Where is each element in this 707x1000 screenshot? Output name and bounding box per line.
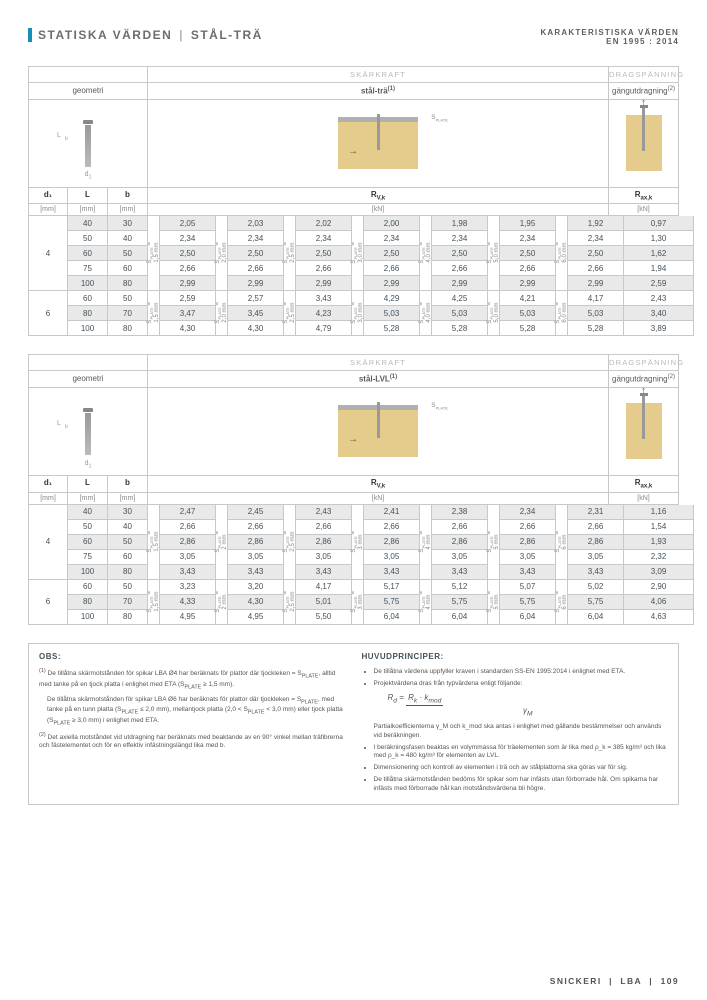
notes-principles: HUVUDPRINCIPER: De tillåtna värdena uppf… [362, 652, 669, 797]
table-group: 4403050406050756010080SPLATE =1,5 mm2,05… [28, 216, 679, 291]
page-title-left: STATISKA VÄRDEN | STÅL-TRÄ [28, 28, 263, 42]
notes-box: OBS: (1) De tillåtna skärmotstånden för … [28, 643, 679, 806]
table-group: 66050807010080SPLATE =1,5 mm3,234,334,95… [28, 580, 679, 625]
title-b: STÅL-TRÄ [191, 28, 263, 42]
page-header: STATISKA VÄRDEN | STÅL-TRÄ KARAKTERISTIS… [28, 28, 679, 46]
table-group: 66050807010080SPLATE =1,5 mm2,593,474,30… [28, 291, 679, 336]
data-block: SKÄRKRAFTDRAGSPÄNNINGgeometristål-trä(1)… [28, 66, 679, 336]
accent-bar [28, 28, 32, 42]
page-title-right: KARAKTERISTISKA VÄRDEN EN 1995 : 2014 [540, 28, 679, 46]
table-group: 4403050406050756010080SPLATE =1,5 mm2,47… [28, 505, 679, 580]
notes-obs: OBS: (1) De tillåtna skärmotstånden för … [39, 652, 346, 797]
page-footer: SNICKERI | LBA | 109 [550, 976, 679, 986]
data-block: SKÄRKRAFTDRAGSPÄNNINGgeometristål-LVL(1)… [28, 354, 679, 624]
title-a: STATISKA VÄRDEN [38, 28, 172, 42]
